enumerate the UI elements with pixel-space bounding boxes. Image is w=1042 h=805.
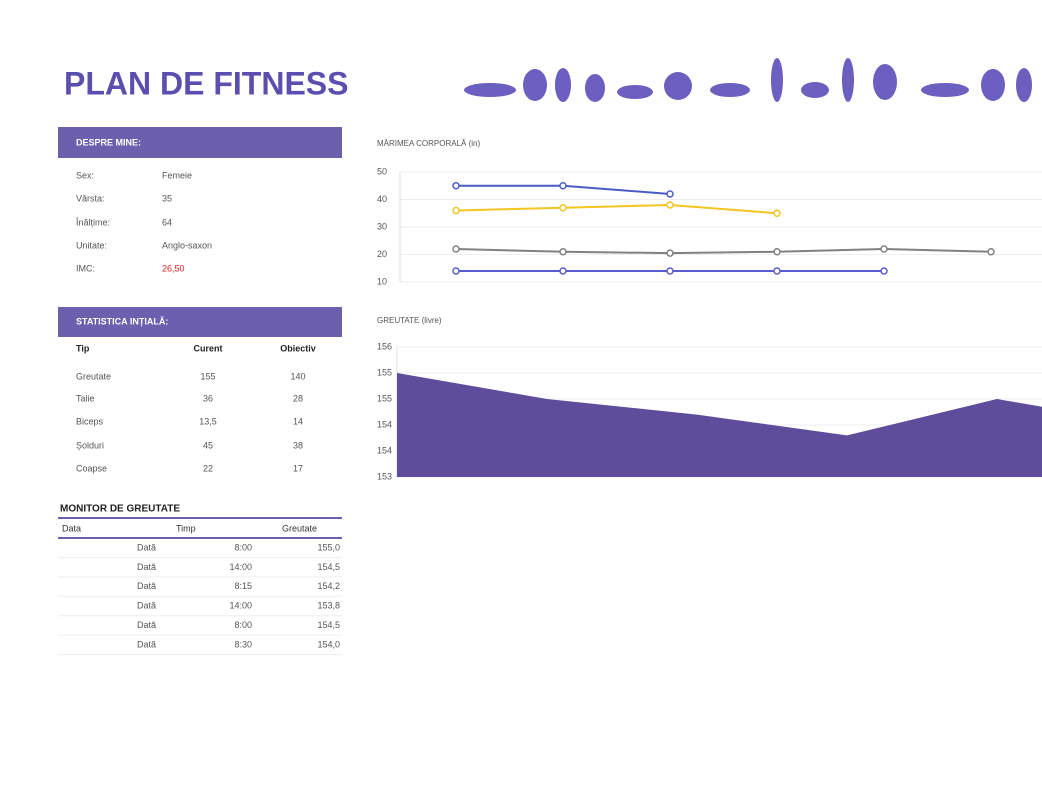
about-value: 64	[162, 217, 172, 227]
stats-col-header: Tip	[76, 343, 90, 353]
line-marker	[880, 245, 888, 253]
y-tick-label: 154	[377, 419, 392, 429]
fitness-silhouettes	[464, 58, 1032, 102]
stats-cell: 13,5	[199, 416, 217, 426]
line-marker	[666, 267, 674, 275]
line-marker	[452, 182, 460, 190]
monitor-cell: Dată	[137, 542, 156, 552]
line-marker	[452, 245, 460, 253]
stats-col-header: Obiectiv	[280, 343, 316, 353]
about-label: Sex:	[76, 170, 94, 180]
stats-cell: 155	[200, 371, 215, 381]
monitor-cell: 14:00	[229, 601, 252, 611]
y-tick-label: 156	[377, 341, 392, 351]
about-value: Anglo-saxon	[162, 240, 212, 250]
monitor-cell: 8:15	[234, 581, 252, 591]
monitor-col-header: Timp	[176, 523, 196, 533]
stats-cell: Șolduri	[76, 440, 104, 450]
stats-cell: Greutate	[76, 371, 111, 381]
monitor-cell: 14:00	[229, 562, 252, 572]
about-label: Vârsta:	[76, 193, 105, 203]
chart-title: MĂRIMEA CORPORALĂ (in)	[377, 139, 480, 148]
line-marker	[559, 248, 567, 256]
stats-cell: 14	[293, 416, 303, 426]
line-marker	[452, 206, 460, 215]
stats-cell: 22	[203, 463, 213, 473]
line-series	[455, 247, 992, 255]
monitor-cell: 8:30	[234, 639, 252, 649]
monitor-cell: 154,5	[317, 562, 340, 572]
y-tick-label: 155	[377, 393, 392, 403]
page-title: PLAN DE FITNESS	[64, 65, 348, 101]
line-marker	[559, 267, 567, 275]
about-value: Femeie	[162, 170, 192, 180]
monitor-cell: 154,2	[317, 581, 340, 591]
stats-cell: 36	[203, 393, 213, 403]
monitor-cell: 8:00	[234, 542, 252, 552]
monitor-cell: Dată	[137, 639, 156, 649]
line-marker	[666, 249, 674, 257]
stats-cell: Coapse	[76, 463, 107, 473]
about-header-bar	[58, 127, 342, 158]
monitor-cell: 153,8	[317, 601, 340, 611]
stats-cell: 38	[293, 440, 303, 450]
area-series	[397, 373, 1042, 477]
about-value: 35	[162, 193, 172, 203]
line-marker	[773, 248, 781, 256]
y-tick-label: 153	[377, 471, 392, 481]
monitor-col-header: Greutate	[282, 523, 317, 533]
y-tick-label: 50	[377, 166, 387, 176]
monitor-col-header: Data	[62, 523, 81, 533]
line-marker	[773, 267, 781, 275]
y-tick-label: 155	[377, 367, 392, 377]
charts: MĂRIMEA CORPORALĂ (in) 10 20 30 40 50 GREUTATE…	[377, 139, 1042, 481]
stats-cell: 17	[293, 463, 303, 473]
stats-cell: Talie	[76, 393, 95, 403]
line-marker	[880, 267, 888, 275]
monitor-cell: Dată	[137, 562, 156, 572]
stats-header-bar	[58, 307, 342, 337]
monitor-cell: 155,0	[317, 542, 340, 552]
line-marker	[987, 248, 995, 256]
stats-cell: Biceps	[76, 416, 104, 426]
y-tick-label: 40	[377, 194, 387, 204]
monitor-cell: 8:00	[234, 620, 252, 630]
about-label: Înălțime:	[75, 217, 110, 227]
line-marker	[452, 267, 460, 275]
line-marker	[666, 201, 674, 209]
y-tick-label: 10	[377, 276, 387, 286]
stats-cell: 45	[203, 440, 213, 450]
chart-title: GREUTATE (livre)	[377, 316, 442, 325]
monitor-title: MONITOR DE GREUTATE	[60, 504, 180, 515]
line-marker	[559, 204, 567, 212]
stats-cell: 140	[290, 371, 305, 381]
y-tick-label: 30	[377, 221, 387, 231]
monitor-cell: Dată	[137, 620, 156, 630]
about-value: 26,50	[162, 263, 185, 273]
line-marker	[559, 182, 567, 190]
monitor-cell: Dată	[137, 581, 156, 591]
stats-col-header: Curent	[194, 343, 223, 353]
about-label: Unitate:	[76, 240, 107, 250]
line-marker	[666, 190, 674, 198]
stats-title: STATISTICA INȚIALĂ:	[76, 316, 168, 326]
y-tick-label: 20	[377, 249, 387, 259]
monitor-cell: Dată	[137, 601, 156, 611]
line-series	[455, 203, 778, 215]
about-title: DESPRE MINE:	[76, 137, 141, 147]
line-marker	[773, 209, 781, 217]
monitor-cell: 154,0	[317, 639, 340, 649]
monitor-cell: 154,5	[317, 620, 340, 630]
stats-cell: 28	[293, 393, 303, 403]
about-label: IMC:	[76, 263, 95, 273]
y-tick-label: 154	[377, 445, 392, 455]
